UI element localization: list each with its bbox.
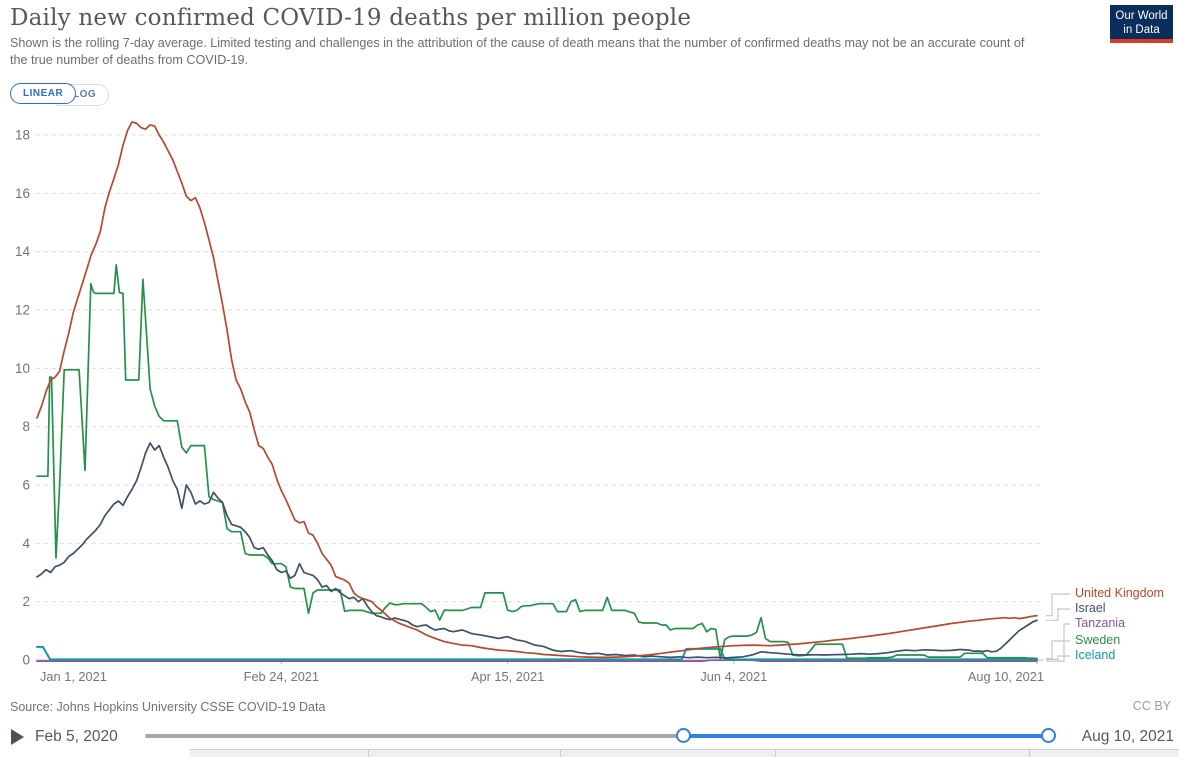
linear-scale-button[interactable]: LINEAR — [10, 83, 77, 104]
legend-label-united-kingdom[interactable]: United Kingdom — [1075, 586, 1164, 600]
timeline-start-date[interactable]: Feb 5, 2020 — [35, 728, 118, 745]
series-line-tanzania[interactable] — [36, 659, 1038, 662]
timeline-end-date[interactable]: Aug 10, 2021 — [1081, 728, 1174, 745]
legend-connector — [1046, 623, 1070, 662]
play-icon — [11, 729, 24, 745]
page-subtitle: Shown is the rolling 7-day average. Limi… — [10, 36, 1025, 67]
series-line-iceland[interactable] — [36, 645, 1038, 661]
logo-red-strip — [1110, 39, 1173, 43]
legend-connector — [1046, 640, 1070, 660]
table-divider — [1029, 750, 1030, 757]
legend-connector — [1046, 655, 1070, 660]
series-line-israel[interactable] — [36, 442, 1038, 659]
x-tick-label: Jun 4, 2021 — [700, 669, 767, 684]
owid-logo[interactable]: Our World in Data — [1110, 5, 1173, 43]
source-text: Source: Johns Hopkins University CSSE CO… — [10, 700, 326, 714]
y-tick-label: 4 — [22, 536, 30, 551]
legend-connector — [1046, 608, 1070, 621]
y-tick-label: 10 — [15, 361, 30, 376]
timeline-track[interactable] — [145, 728, 1056, 743]
legend-label-sweden[interactable]: Sweden — [1075, 633, 1121, 647]
timeline-selected-range[interactable] — [683, 734, 1048, 738]
x-tick-label: Aug 10, 2021 — [968, 669, 1044, 684]
y-tick-label: 16 — [15, 186, 30, 201]
y-tick-label: 18 — [15, 127, 30, 142]
table-divider — [775, 750, 776, 757]
owid-logo-line2: in Data — [1123, 24, 1160, 36]
x-tick-label: Feb 24, 2021 — [244, 669, 319, 684]
legend-label-iceland[interactable]: Iceland — [1075, 648, 1116, 662]
table-divider — [368, 750, 369, 757]
y-tick-label: 12 — [15, 302, 30, 317]
x-tick-label: Apr 15, 2021 — [471, 669, 544, 684]
legend-connector — [1046, 593, 1070, 617]
y-tick-label: 0 — [22, 653, 30, 668]
series-line-united-kingdom[interactable] — [36, 121, 1038, 659]
license-link[interactable]: CC BY — [1132, 699, 1171, 713]
timeline-handle-end[interactable] — [1041, 728, 1056, 743]
owid-logo-line1: Our World — [1115, 10, 1168, 22]
legend-label-tanzania[interactable]: Tanzania — [1075, 616, 1126, 630]
legend-label-israel[interactable]: Israel — [1075, 601, 1106, 615]
series-line-sweden[interactable] — [36, 263, 1038, 660]
data-table-strip — [190, 749, 1179, 757]
table-divider — [560, 750, 561, 757]
timeline-handle-start[interactable] — [676, 728, 691, 743]
y-tick-label: 6 — [22, 477, 30, 492]
y-tick-label: 8 — [22, 419, 30, 434]
play-button[interactable] — [11, 728, 29, 746]
page-title: Daily new confirmed COVID-19 deaths per … — [10, 5, 692, 31]
y-tick-label: 14 — [15, 244, 31, 259]
x-tick-label: Jan 1, 2021 — [40, 669, 107, 684]
y-tick-label: 2 — [22, 594, 30, 609]
